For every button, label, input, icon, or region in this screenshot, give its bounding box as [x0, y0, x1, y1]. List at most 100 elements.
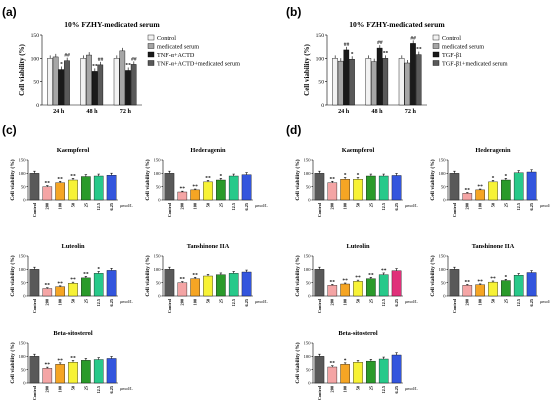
- x-tick-label: Control: [452, 202, 457, 217]
- x-tick-label: 100: [193, 299, 198, 305]
- y-axis-label: Cell viability (%): [429, 255, 436, 296]
- y-axis-label: Cell viability (%): [9, 255, 16, 296]
- y-tick-label: 50: [21, 367, 26, 372]
- bar: [80, 58, 87, 106]
- chart-c1: Kaempferol Cell viability (%) 0 50 100 150 Con…: [9, 147, 133, 217]
- bar: [366, 360, 376, 384]
- bar: [488, 181, 498, 201]
- bar: [449, 269, 460, 297]
- y-tick-label: 100: [19, 267, 27, 272]
- bar: [164, 173, 175, 201]
- significance-mark: **: [192, 184, 198, 190]
- bar: [106, 358, 117, 384]
- x-tick-label: 72 h: [405, 108, 417, 115]
- bar: [366, 278, 376, 297]
- x-tick-label: 50: [205, 299, 210, 303]
- y-axis-label: Cell viability (%): [429, 159, 436, 200]
- bar: [327, 285, 338, 297]
- significance-mark: **: [45, 283, 51, 289]
- legend-swatch: [147, 60, 155, 66]
- x-tick-label: 6.25: [529, 203, 534, 211]
- y-tick-label: 50: [306, 184, 311, 189]
- x-tick-label: 25: [83, 203, 88, 207]
- chart-c5: Beta-sitosterol Cell viability (%) 0 50 100 1…: [9, 330, 133, 400]
- significance-mark: *: [357, 173, 360, 179]
- bar: [353, 362, 363, 384]
- bar: [415, 54, 422, 106]
- x-tick-label: 48 h: [371, 108, 383, 115]
- significance-mark: *: [344, 358, 347, 364]
- significance-mark: **: [330, 279, 336, 285]
- x-tick-label: 100: [58, 386, 63, 392]
- significance-mark: ##: [344, 42, 350, 48]
- y-tick-label: 0: [36, 103, 39, 109]
- y-tick-label: 150: [154, 254, 162, 259]
- y-axis-label: Cell viability (%): [144, 159, 151, 200]
- chart-title: Tanshinone IIA: [187, 243, 230, 250]
- significance-mark: ##: [377, 40, 383, 46]
- panel-letter-d: (d): [286, 123, 301, 137]
- bar: [93, 175, 104, 201]
- bar: [42, 368, 53, 384]
- significance-mark: **: [416, 47, 422, 53]
- x-tick-label: Control: [32, 202, 37, 217]
- y-tick-label: 50: [33, 80, 39, 86]
- y-axis-label: Cell viability (%): [9, 342, 16, 383]
- x-tick-label: 200: [180, 203, 185, 209]
- y-tick-label: 0: [23, 381, 26, 386]
- legend-label: TNF-α+ACTD+medicated serum: [157, 61, 240, 68]
- y-tick-label: 50: [318, 80, 324, 86]
- significance-mark: **: [125, 62, 131, 68]
- x-tick-label: 12.5: [96, 386, 101, 394]
- significance-mark: **: [330, 361, 336, 367]
- x-tick-label: 50: [490, 299, 495, 303]
- significance-mark: **: [368, 272, 374, 278]
- unit-label: μmol/L: [255, 203, 268, 208]
- x-tick-label: 100: [58, 203, 63, 209]
- bar: [68, 362, 78, 384]
- bar: [462, 193, 473, 201]
- y-tick-label: 100: [304, 354, 312, 359]
- x-tick-label: 50: [355, 299, 360, 303]
- y-tick-label: 0: [158, 198, 161, 203]
- bar: [228, 175, 239, 201]
- bar: [81, 176, 91, 201]
- significance-mark: *: [219, 173, 222, 179]
- x-tick-label: 72 h: [120, 108, 132, 115]
- significance-mark: **: [205, 175, 211, 181]
- y-tick-label: 150: [304, 158, 312, 163]
- y-tick-label: 150: [154, 158, 162, 163]
- y-tick-label: 50: [441, 280, 446, 285]
- significance-mark: **: [465, 188, 471, 194]
- y-tick-label: 50: [21, 280, 26, 285]
- y-tick-label: 0: [308, 294, 311, 299]
- bar: [501, 179, 511, 201]
- y-tick-label: 0: [23, 294, 26, 299]
- bar: [241, 271, 252, 297]
- bar: [81, 277, 91, 297]
- legend-swatch: [147, 51, 155, 58]
- x-tick-label: 6.25: [244, 299, 249, 307]
- bar: [97, 64, 104, 106]
- bar: [353, 281, 363, 297]
- x-tick-label: 50: [490, 203, 495, 207]
- bar: [365, 58, 372, 106]
- significance-mark: **: [92, 63, 98, 69]
- significance-mark: **: [381, 268, 387, 274]
- x-tick-label: 25: [83, 386, 88, 390]
- bar: [106, 175, 117, 201]
- chart-d4: Tanshinone IIA Cell viability (%) 0 50 100 15…: [429, 243, 550, 313]
- bar: [58, 69, 65, 106]
- x-tick-label: 6.25: [529, 299, 534, 307]
- x-tick-label: 12.5: [381, 203, 386, 211]
- bar: [93, 273, 104, 297]
- significance-mark: ##: [64, 53, 70, 59]
- x-tick-label: 25: [218, 299, 223, 303]
- y-tick-label: 0: [158, 294, 161, 299]
- chart-b: 10% FZHY-medicated serum Cell viability (…: [303, 20, 508, 115]
- significance-mark: **: [477, 279, 483, 285]
- legend-swatch: [432, 60, 440, 66]
- significance-mark: **: [70, 173, 76, 179]
- bar: [449, 173, 460, 201]
- y-tick-label: 0: [308, 198, 311, 203]
